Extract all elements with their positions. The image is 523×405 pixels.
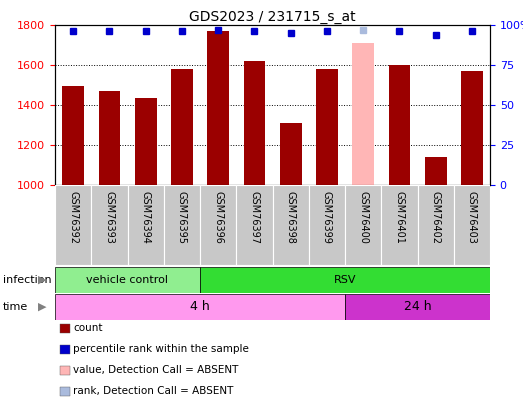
Text: GSM76402: GSM76402	[430, 192, 440, 244]
Bar	[389, 65, 410, 185]
Text: GSM76398: GSM76398	[286, 192, 295, 244]
Bar	[200, 185, 236, 265]
Bar	[55, 267, 200, 293]
Bar	[345, 294, 490, 320]
Bar	[98, 92, 120, 185]
Bar	[91, 185, 128, 265]
Text: GDS2023 / 231715_s_at: GDS2023 / 231715_s_at	[189, 10, 356, 24]
Bar	[55, 185, 91, 265]
Text: GSM76403: GSM76403	[467, 192, 477, 244]
Text: GSM76393: GSM76393	[105, 192, 115, 244]
Bar	[280, 123, 301, 185]
Text: GSM76395: GSM76395	[177, 192, 187, 244]
Bar	[207, 31, 229, 185]
Text: GSM76399: GSM76399	[322, 192, 332, 244]
Text: rank, Detection Call = ABSENT: rank, Detection Call = ABSENT	[73, 386, 234, 396]
Bar	[236, 185, 272, 265]
Text: ▶: ▶	[38, 275, 46, 285]
Bar	[244, 62, 265, 185]
Bar	[55, 294, 345, 320]
Bar	[316, 68, 338, 185]
Text: GSM76401: GSM76401	[394, 192, 404, 244]
Text: count: count	[73, 323, 103, 333]
Bar	[417, 185, 454, 265]
Bar	[345, 185, 381, 265]
Text: ▶: ▶	[38, 302, 46, 312]
Text: RSV: RSV	[334, 275, 356, 285]
Text: value, Detection Call = ABSENT: value, Detection Call = ABSENT	[73, 365, 238, 375]
Bar	[272, 185, 309, 265]
Bar	[164, 185, 200, 265]
Text: 24 h: 24 h	[404, 301, 431, 313]
Text: infection: infection	[3, 275, 51, 285]
Bar	[135, 98, 156, 185]
Bar	[171, 69, 193, 185]
Bar	[381, 185, 417, 265]
Text: 4 h: 4 h	[190, 301, 210, 313]
Bar	[128, 185, 164, 265]
Bar	[353, 43, 374, 185]
Text: GSM76394: GSM76394	[141, 192, 151, 244]
Text: percentile rank within the sample: percentile rank within the sample	[73, 344, 249, 354]
Text: time: time	[3, 302, 28, 312]
Text: GSM76400: GSM76400	[358, 192, 368, 244]
Bar	[454, 185, 490, 265]
Text: vehicle control: vehicle control	[86, 275, 168, 285]
Bar	[62, 86, 84, 185]
Text: GSM76397: GSM76397	[249, 192, 259, 244]
Text: GSM76396: GSM76396	[213, 192, 223, 244]
Bar	[309, 185, 345, 265]
Bar	[425, 158, 447, 185]
Bar	[461, 70, 483, 185]
Bar	[200, 267, 490, 293]
Text: GSM76392: GSM76392	[68, 192, 78, 244]
